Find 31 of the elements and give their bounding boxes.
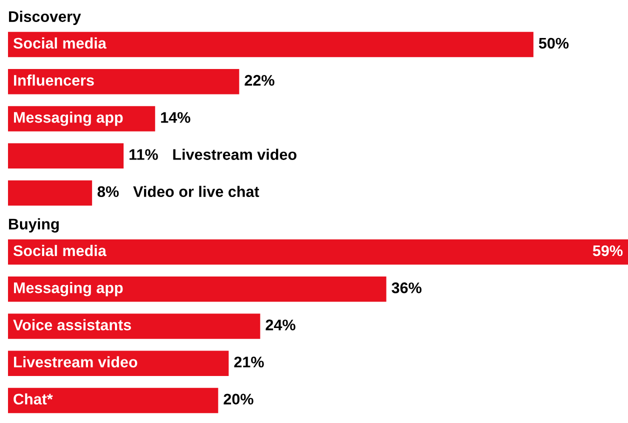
y-tick-label: Chat*	[14, 393, 53, 405]
data-label: 14%	[161, 112, 190, 123]
y-tick-label: Livestream video	[173, 148, 296, 160]
bar	[8, 350, 229, 376]
bar	[8, 180, 92, 206]
data-label: 22%	[244, 74, 274, 86]
bar	[8, 388, 218, 414]
data-label: 50%	[538, 38, 569, 49]
data-label: 20%	[224, 394, 254, 405]
data-label: 36%	[392, 282, 422, 294]
chart-title: Buying	[9, 218, 59, 233]
data-label: 8%	[98, 186, 119, 198]
data-label: 24%	[266, 320, 296, 330]
chart-title: Discovery	[9, 10, 81, 26]
data-label: 59%	[592, 245, 623, 256]
bar	[8, 276, 386, 302]
data-label: 11%	[130, 149, 158, 160]
data-label: 21%	[234, 356, 264, 368]
y-tick-label: Messaging app	[14, 112, 123, 126]
y-tick-label: Social media	[13, 244, 106, 256]
bar	[8, 314, 260, 339]
bar	[8, 69, 240, 94]
y-tick-label: Influencers	[14, 74, 94, 86]
bar	[8, 239, 628, 265]
y-tick-label: Voice assistants	[13, 319, 131, 330]
y-tick-label: Messaging app	[14, 282, 123, 296]
y-tick-label: Livestream video	[14, 356, 138, 368]
bar	[8, 32, 534, 58]
bar	[8, 143, 124, 168]
y-tick-label: Social media	[13, 37, 106, 49]
y-tick-label: Video or live chat	[133, 186, 260, 198]
